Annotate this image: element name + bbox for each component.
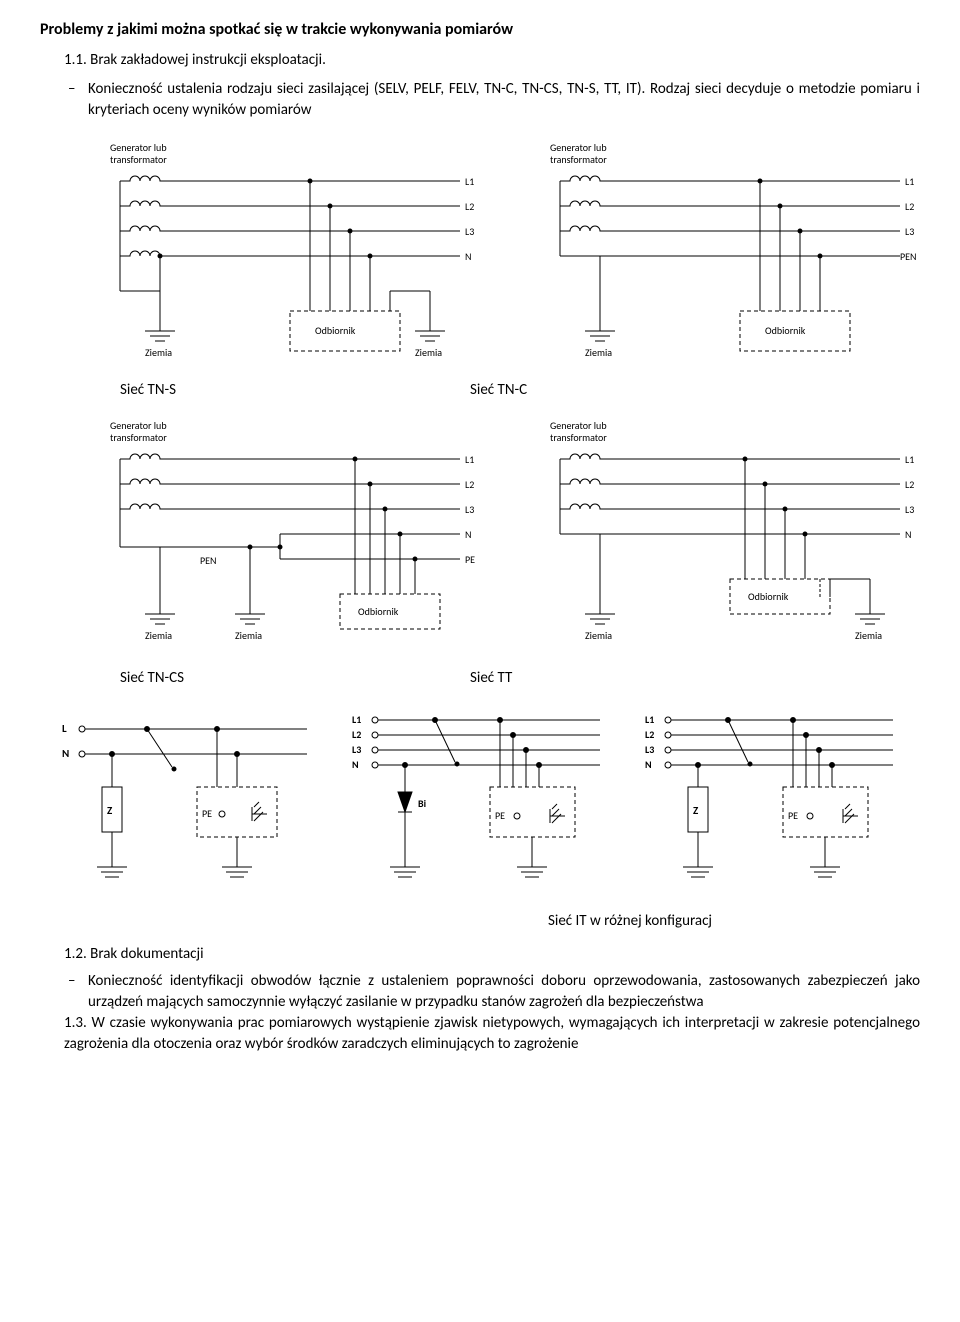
caption-tn-c: Sieć TN-C xyxy=(470,381,527,399)
svg-text:Odbiornik: Odbiornik xyxy=(748,590,789,603)
svg-text:L3: L3 xyxy=(905,225,914,238)
svg-text:PE: PE xyxy=(465,553,475,566)
svg-text:L3: L3 xyxy=(465,503,474,516)
svg-text:N: N xyxy=(62,747,69,760)
diagram-it-2: L1 L2 L3 N Bi xyxy=(350,707,610,902)
svg-text:Ziemia: Ziemia xyxy=(235,629,262,642)
svg-text:PE: PE xyxy=(788,809,798,822)
caption-tn-cs: Sieć TN-CS xyxy=(120,669,470,687)
item-1-2: 1.2. Brak dokumentacji xyxy=(64,944,920,965)
caption-tn-s: Sieć TN-S xyxy=(120,381,470,399)
svg-text:L3: L3 xyxy=(352,743,361,756)
svg-text:N: N xyxy=(352,758,359,771)
diagram-row-1: Generator lub transformator xyxy=(100,141,920,371)
item-1-1-sub: Konieczność ustalenia rodzaju sieci zasi… xyxy=(88,79,920,121)
svg-text:transformator: transformator xyxy=(550,153,607,166)
caption-row-1: Sieć TN-S Sieć TN-C xyxy=(120,381,920,399)
svg-text:PE: PE xyxy=(202,807,212,820)
svg-text:L2: L2 xyxy=(905,478,914,491)
diagram-row-3: L N Z PE xyxy=(40,707,920,902)
svg-text:L1: L1 xyxy=(465,453,474,466)
svg-text:L2: L2 xyxy=(645,728,654,741)
caption-tt: Sieć TT xyxy=(470,669,512,687)
svg-text:Odbiornik: Odbiornik xyxy=(315,324,356,337)
svg-text:PEN: PEN xyxy=(200,554,217,567)
svg-text:transformator: transformator xyxy=(110,431,167,444)
diagram-tn-s: Generator lub transformator xyxy=(100,141,480,371)
svg-text:L1: L1 xyxy=(905,453,914,466)
svg-text:N: N xyxy=(645,758,652,771)
svg-text:transformator: transformator xyxy=(110,153,167,166)
svg-text:PEN: PEN xyxy=(900,250,917,263)
svg-text:L: L xyxy=(62,722,67,735)
svg-text:Ziemia: Ziemia xyxy=(855,629,882,642)
diagram-tn-cs: Generator lub transformator L1 L2 L3 N P… xyxy=(100,419,480,659)
svg-text:Ziemia: Ziemia xyxy=(415,346,442,359)
svg-text:Odbiornik: Odbiornik xyxy=(358,605,399,618)
svg-text:L1: L1 xyxy=(645,713,654,726)
svg-text:L3: L3 xyxy=(905,503,914,516)
svg-text:L1: L1 xyxy=(352,713,361,726)
svg-text:Bi: Bi xyxy=(418,797,426,810)
svg-text:N: N xyxy=(905,528,911,541)
svg-text:L3: L3 xyxy=(465,225,474,238)
svg-text:PE: PE xyxy=(495,809,505,822)
svg-text:Ziemia: Ziemia xyxy=(145,629,172,642)
svg-text:Ziemia: Ziemia xyxy=(585,629,612,642)
svg-text:N: N xyxy=(465,250,471,263)
item-1-2-sub: Konieczność identyfikacji obwodów łączni… xyxy=(88,971,920,1013)
svg-text:Ziemia: Ziemia xyxy=(585,346,612,359)
diagram-it-1: L N Z PE xyxy=(57,707,317,902)
caption-it: Sieć IT w różnej konfiguracj xyxy=(340,912,920,930)
svg-text:Ziemia: Ziemia xyxy=(145,346,172,359)
svg-text:Z: Z xyxy=(107,804,113,817)
diagram-tt: Generator lub transformator L1 L2 L3 N xyxy=(540,419,920,659)
svg-text:transformator: transformator xyxy=(550,431,607,444)
item-1-1: 1.1. Brak zakładowej instrukcji eksploat… xyxy=(64,51,920,69)
diagram-tn-c: Generator lub transformator L1 L2 L3 PEN xyxy=(540,141,920,371)
svg-text:L1: L1 xyxy=(905,175,914,188)
svg-text:N: N xyxy=(465,528,471,541)
svg-text:L2: L2 xyxy=(465,478,474,491)
diagram-it-3: L1 L2 L3 N Z xyxy=(643,707,903,902)
diagram-row-2: Generator lub transformator L1 L2 L3 N P… xyxy=(100,419,920,659)
svg-text:L3: L3 xyxy=(645,743,654,756)
svg-text:L2: L2 xyxy=(465,200,474,213)
svg-text:L2: L2 xyxy=(905,200,914,213)
svg-text:Z: Z xyxy=(693,804,699,817)
page-title: Problemy z jakimi można spotkać się w tr… xyxy=(40,20,920,39)
svg-text:Odbiornik: Odbiornik xyxy=(765,324,806,337)
svg-text:L1: L1 xyxy=(465,175,474,188)
caption-row-2: Sieć TN-CS Sieć TT xyxy=(120,669,920,687)
item-1-3: 1.3. W czasie wykonywania prac pomiarowy… xyxy=(64,1013,920,1055)
svg-text:L2: L2 xyxy=(352,728,361,741)
